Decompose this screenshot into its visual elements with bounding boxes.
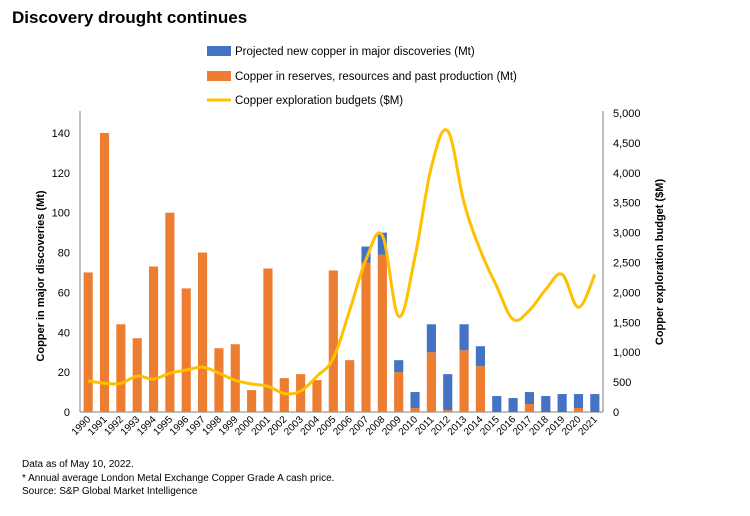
bar-reserves xyxy=(524,404,535,412)
bar-reserves xyxy=(459,350,469,412)
footer-source: Source: S&P Global Market Intelligence xyxy=(22,486,198,497)
bar-discoveries xyxy=(443,374,453,411)
budget-line-group xyxy=(87,128,597,396)
bar-reserves xyxy=(83,272,93,412)
bar-discoveries xyxy=(361,246,371,263)
bar-reserves xyxy=(230,344,240,412)
legend-label-reserves: Copper in reserves, resources and past p… xyxy=(235,71,517,83)
y2-tick-label: 2,000 xyxy=(613,287,641,299)
y-tick-label: 140 xyxy=(52,128,70,140)
y2-tick-label: 4,000 xyxy=(613,168,641,180)
y2-tick-label: 0 xyxy=(613,407,619,419)
y-tick-label: 20 xyxy=(58,367,70,379)
bar-reserves xyxy=(328,270,338,412)
bar-discoveries xyxy=(573,394,584,409)
legend-label-discoveries: Projected new copper in major discoverie… xyxy=(235,46,475,58)
bars xyxy=(83,132,600,412)
y2-tick-label: 5,000 xyxy=(613,108,641,120)
bar-discoveries xyxy=(475,346,485,367)
y2-tick-label: 4,500 xyxy=(613,138,641,150)
y-tick-label: 120 xyxy=(52,168,70,180)
x-tick-label: 2021 xyxy=(576,414,600,438)
y2-tick-label: 1,500 xyxy=(613,317,641,329)
bar-reserves xyxy=(410,408,420,412)
bar-discoveries xyxy=(426,324,436,353)
y2-tick-label: 500 xyxy=(613,377,631,389)
legend-swatch-blue xyxy=(207,46,231,56)
bar-discoveries xyxy=(508,398,518,412)
bar-reserves xyxy=(361,262,371,412)
bar-reserves xyxy=(247,390,257,412)
y2-tick-label: 3,500 xyxy=(613,198,641,210)
y2-tick-label: 2,500 xyxy=(613,258,641,270)
y-tick-label: 0 xyxy=(64,407,70,419)
y-tick-label: 60 xyxy=(58,287,70,299)
bar-discoveries xyxy=(394,360,404,373)
footer-date-note: Data as of May 10, 2022. xyxy=(22,459,134,470)
bar-reserves xyxy=(377,254,387,412)
bar-discoveries xyxy=(459,324,469,351)
bar-reserves xyxy=(99,132,110,412)
legend-label-budgets: Copper exploration budgets ($M) xyxy=(235,95,403,107)
bar-reserves xyxy=(116,324,126,412)
bar-reserves xyxy=(181,288,191,412)
bar-reserves xyxy=(426,352,436,412)
y-axis-label: Copper in major discoveries (Mt) xyxy=(35,190,47,361)
bar-reserves xyxy=(279,378,289,412)
budget-line xyxy=(87,128,597,396)
y2-tick-label: 1,000 xyxy=(613,347,641,359)
y2-axis-label: Copper exploration budget ($M) xyxy=(654,179,666,346)
footer-price-note: * Annual average London Metal Exchange C… xyxy=(22,472,335,484)
bar-reserves xyxy=(312,380,322,412)
chart: Projected new copper in major discoverie… xyxy=(35,46,666,438)
y-tick-label: 80 xyxy=(58,248,70,260)
bar-reserves xyxy=(214,348,224,412)
bar-reserves xyxy=(296,374,306,412)
y-tick-label: 100 xyxy=(52,208,70,220)
bar-reserves xyxy=(165,212,175,412)
bar-reserves xyxy=(345,360,355,412)
y2-tick-label: 3,000 xyxy=(613,228,641,240)
bar-discoveries xyxy=(410,392,420,409)
bar-discoveries xyxy=(524,392,535,405)
bar-discoveries xyxy=(492,396,502,412)
bar-reserves xyxy=(148,266,159,412)
legend-swatch-orange xyxy=(207,71,231,81)
legend: Projected new copper in major discoverie… xyxy=(207,46,517,107)
bar-reserves xyxy=(475,366,485,412)
bar-reserves xyxy=(573,408,584,412)
bar-reserves xyxy=(394,372,404,412)
y-tick-label: 40 xyxy=(58,327,70,339)
bar-discoveries xyxy=(541,396,551,412)
chart-title: Discovery drought continues xyxy=(12,8,248,27)
bar-discoveries xyxy=(377,232,387,255)
bar-discoveries xyxy=(590,394,600,412)
bar-reserves xyxy=(443,410,453,412)
footer-notes: Data as of May 10, 2022. * Annual averag… xyxy=(22,458,334,499)
bar-reserves xyxy=(198,252,208,412)
bar-discoveries xyxy=(557,394,567,412)
bar-reserves xyxy=(263,268,273,412)
